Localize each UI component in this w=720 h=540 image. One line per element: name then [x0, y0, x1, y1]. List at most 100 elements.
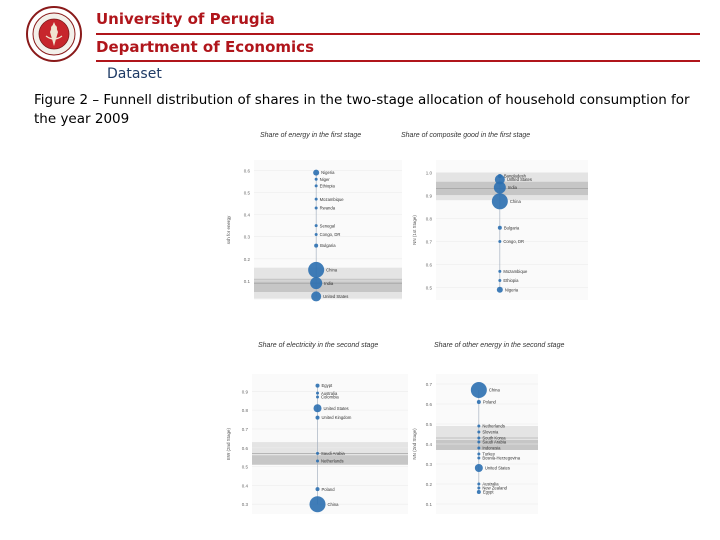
data-point	[477, 446, 481, 450]
data-point	[477, 440, 481, 444]
data-point	[476, 490, 481, 494]
data-point	[493, 181, 506, 194]
data-point	[314, 206, 318, 210]
data-point-label: Australia	[321, 391, 338, 396]
data-point	[474, 464, 483, 472]
data-point-label: Egypt	[322, 383, 334, 388]
y-tick-label: 0.8	[242, 408, 249, 413]
data-point	[497, 225, 502, 230]
data-point-label: Nigeria	[505, 287, 519, 292]
data-point-label: China	[326, 267, 338, 272]
data-point-label: Mozambique	[503, 269, 528, 274]
data-point-label: Colombia	[321, 395, 339, 400]
chart-title-electricity-second-stage: Share of electricity in the second stage	[258, 342, 379, 349]
data-point	[314, 233, 318, 237]
data-point	[316, 451, 320, 455]
data-point-label: Poland	[322, 487, 336, 492]
data-point	[314, 197, 318, 201]
data-point	[315, 487, 320, 492]
y-tick-label: 0.3	[426, 462, 433, 467]
data-point	[477, 424, 481, 428]
data-point-label: Congo, DR	[503, 239, 524, 244]
header-divider-bottom	[96, 60, 700, 62]
header-divider-top	[96, 33, 700, 35]
data-point	[491, 193, 508, 210]
confidence-band-inner	[254, 278, 402, 292]
data-point	[498, 279, 502, 283]
data-point-label: Rwanda	[320, 206, 336, 211]
y-axis-label: ssh for energy	[226, 215, 231, 244]
university-title: University of Perugia	[96, 10, 275, 28]
data-point-label: Congo, DR	[320, 232, 341, 237]
data-point-label: Bangladesh	[504, 174, 527, 179]
y-tick-label: 0.5	[426, 285, 433, 290]
data-point-label: China	[489, 388, 501, 393]
data-point-label: United Kingdom	[322, 415, 352, 420]
data-point	[476, 400, 481, 404]
data-point	[477, 456, 481, 460]
data-point-label: Turkey	[482, 452, 496, 457]
data-point	[314, 243, 319, 248]
data-point	[496, 286, 503, 293]
data-point	[477, 430, 481, 434]
data-point	[316, 395, 320, 399]
data-point-label: Netherlands	[321, 459, 344, 464]
data-point-label: Niger	[320, 177, 331, 182]
data-point	[314, 177, 318, 181]
data-point-label: United States	[485, 466, 510, 471]
data-point-label: Nigeria	[321, 170, 335, 175]
data-point	[494, 174, 505, 185]
data-point	[470, 382, 487, 398]
y-tick-label: 0.9	[426, 194, 433, 199]
data-point-label: Ethiopia	[503, 278, 519, 283]
funnel-chart-electricity-second-stage: 0.9 0.8 0.7 0.6 0.5 0.4 0.3 EW (2nd Stage) Egypt…	[226, 374, 408, 514]
data-point-label: India	[508, 185, 518, 190]
data-point-label: Senegal	[320, 223, 335, 228]
data-point-label: United States	[323, 294, 348, 299]
data-point-label: Bosnia-Herzegovina	[482, 456, 520, 461]
data-point-label: Bulgaria	[320, 243, 336, 248]
data-point	[310, 277, 323, 290]
data-point	[497, 174, 502, 179]
data-point-label: China	[328, 502, 340, 507]
data-point	[316, 459, 320, 463]
y-tick-label: 0.2	[426, 482, 433, 487]
data-point	[315, 415, 320, 420]
data-point-label: Australia	[482, 482, 499, 487]
data-point-label: Indonesia	[482, 446, 501, 451]
data-point	[477, 486, 481, 490]
university-seal-logo	[26, 6, 82, 62]
data-point	[313, 169, 320, 176]
y-tick-label: 0.4	[242, 483, 249, 488]
y-tick-label: 0.7	[426, 382, 433, 387]
y-tick-label: 0.6	[426, 262, 433, 267]
data-point-label: China	[510, 199, 522, 204]
data-point-label: Saudi Arabia	[482, 440, 506, 445]
confidence-band-inner	[436, 440, 538, 450]
section-title: Dataset	[107, 66, 162, 82]
data-point	[311, 291, 322, 302]
data-point	[308, 261, 325, 278]
y-tick-label: 0.4	[244, 213, 251, 218]
funnel-chart-composite-first-stage: 1.0 0.9 0.8 0.7 0.6 0.5 NN (1st Stage) United S…	[412, 160, 588, 300]
y-tick-label: 0.7	[242, 427, 249, 432]
y-tick-label: 0.5	[242, 465, 249, 470]
y-tick-label: 0.8	[426, 217, 433, 222]
data-point	[309, 496, 326, 513]
y-tick-label: 0.6	[244, 168, 251, 173]
chart-title-composite-first-stage: Share of composite good in the first sta…	[401, 132, 531, 139]
data-point-label: Poland	[483, 400, 497, 405]
chart-title-other-energy-second-stage: Share of other energy in the second stag…	[434, 342, 565, 349]
data-point	[314, 184, 318, 188]
y-tick-label: 0.6	[426, 402, 433, 407]
figure-caption: Figure 2 – Funnell distribution of share…	[34, 92, 690, 127]
y-tick-label: 0.5	[244, 191, 251, 196]
y-tick-label: 0.1	[244, 279, 251, 284]
data-point	[477, 436, 481, 440]
data-point	[314, 224, 318, 228]
data-point	[477, 482, 481, 486]
data-point-label: Mozambique	[320, 197, 345, 202]
data-point	[498, 269, 502, 273]
y-tick-label: 1.0	[426, 171, 433, 176]
data-point-label: Ethiopia	[320, 183, 336, 188]
